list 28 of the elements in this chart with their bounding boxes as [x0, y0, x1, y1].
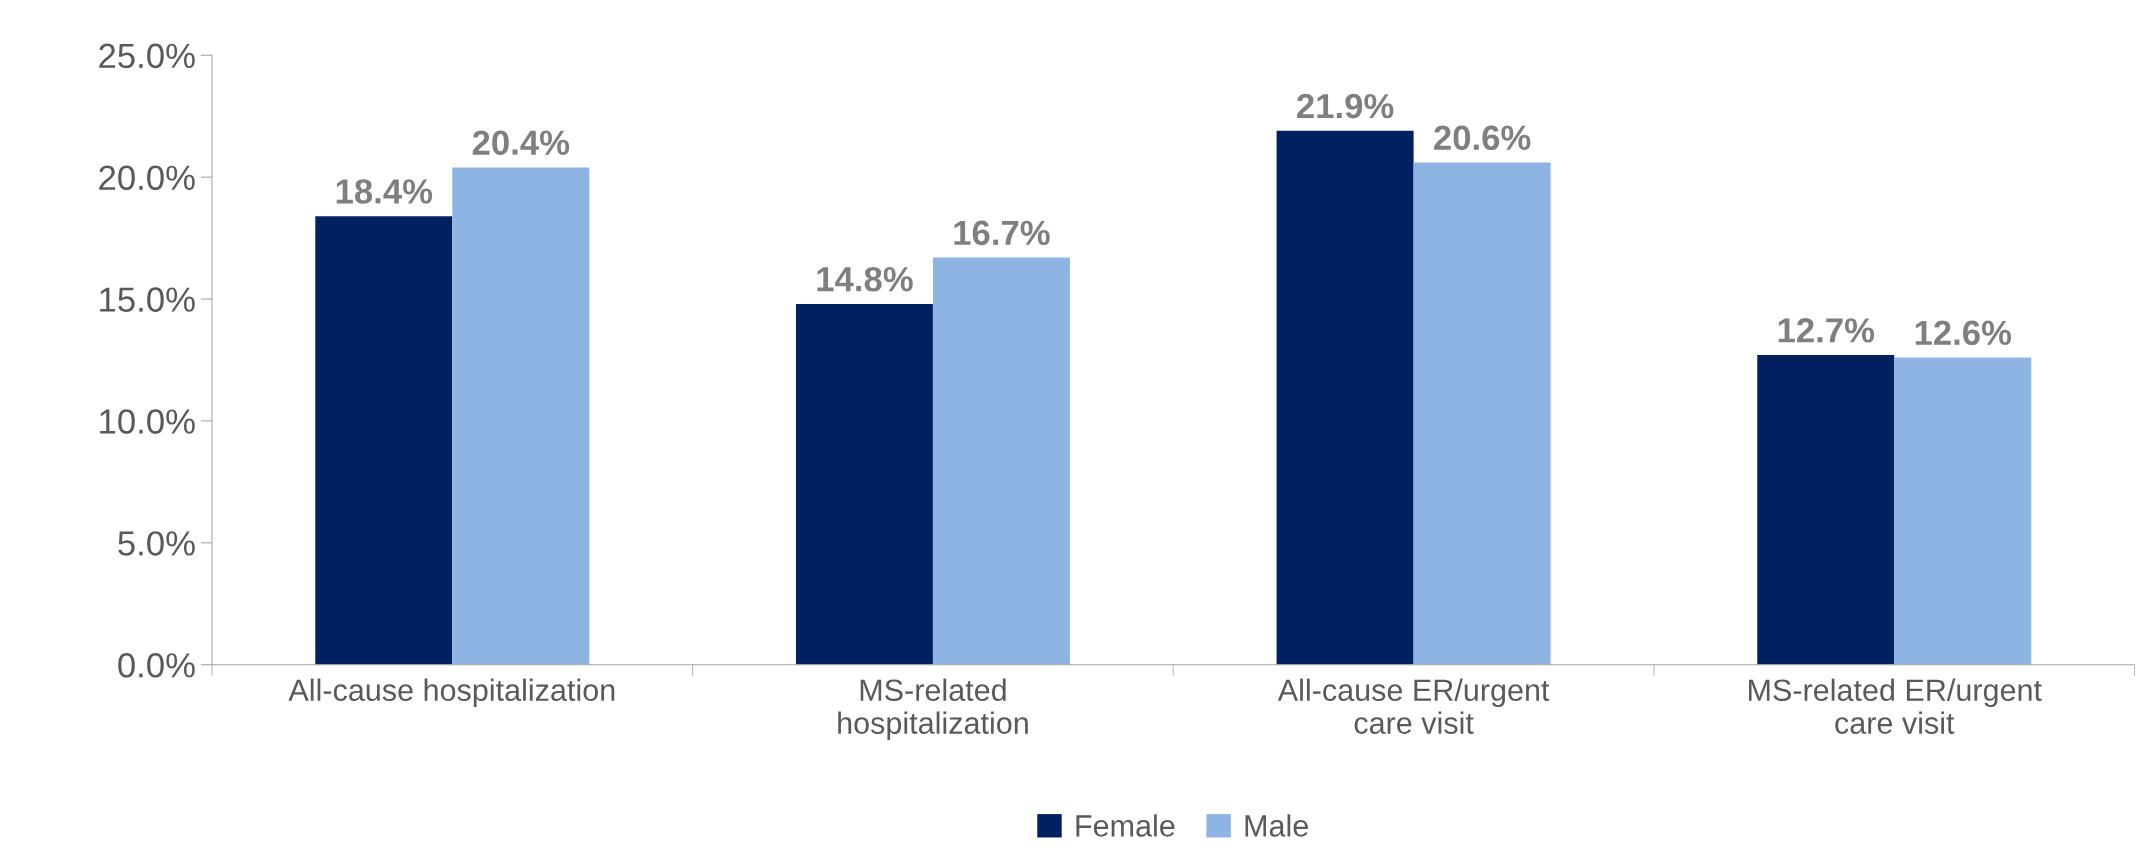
data-label: 16.7% — [954, 220, 1050, 246]
bar — [795, 303, 933, 665]
y-tick-label: 0.0% — [118, 653, 195, 678]
legend-label: Male — [1245, 814, 1308, 837]
bar — [1413, 162, 1551, 665]
bar — [932, 257, 1070, 665]
x-tick-label: All-cause ER/urgent care visit — [1277, 678, 1550, 734]
y-tick-label: 10.0% — [100, 409, 195, 434]
bar — [452, 167, 590, 665]
legend-label: Female — [1076, 814, 1175, 837]
bar — [1276, 130, 1414, 665]
data-label: 20.6% — [1434, 125, 1531, 151]
x-tick-label: All-cause hospitalization — [288, 678, 615, 708]
data-label: 12.6% — [1915, 320, 2012, 346]
x-tick-label: MS-related hospitalization — [838, 678, 1028, 740]
bar — [315, 216, 453, 665]
data-label: 12.7% — [1778, 318, 1875, 343]
y-tick-label: 20.0% — [99, 165, 195, 191]
data-label: 14.8% — [817, 266, 913, 292]
y-tick-label: 15.0% — [100, 287, 195, 312]
bar — [1894, 357, 2032, 665]
y-tick-label: 25.0% — [99, 43, 195, 69]
x-tick-label: MS-related ER/urgent care visit — [1749, 678, 2042, 734]
data-label: 21.9% — [1297, 93, 1394, 119]
y-tick-label: 5.0% — [118, 531, 195, 556]
data-label: 18.4% — [336, 179, 433, 204]
data-label: 20.4% — [472, 130, 570, 155]
bar — [1757, 355, 1895, 665]
